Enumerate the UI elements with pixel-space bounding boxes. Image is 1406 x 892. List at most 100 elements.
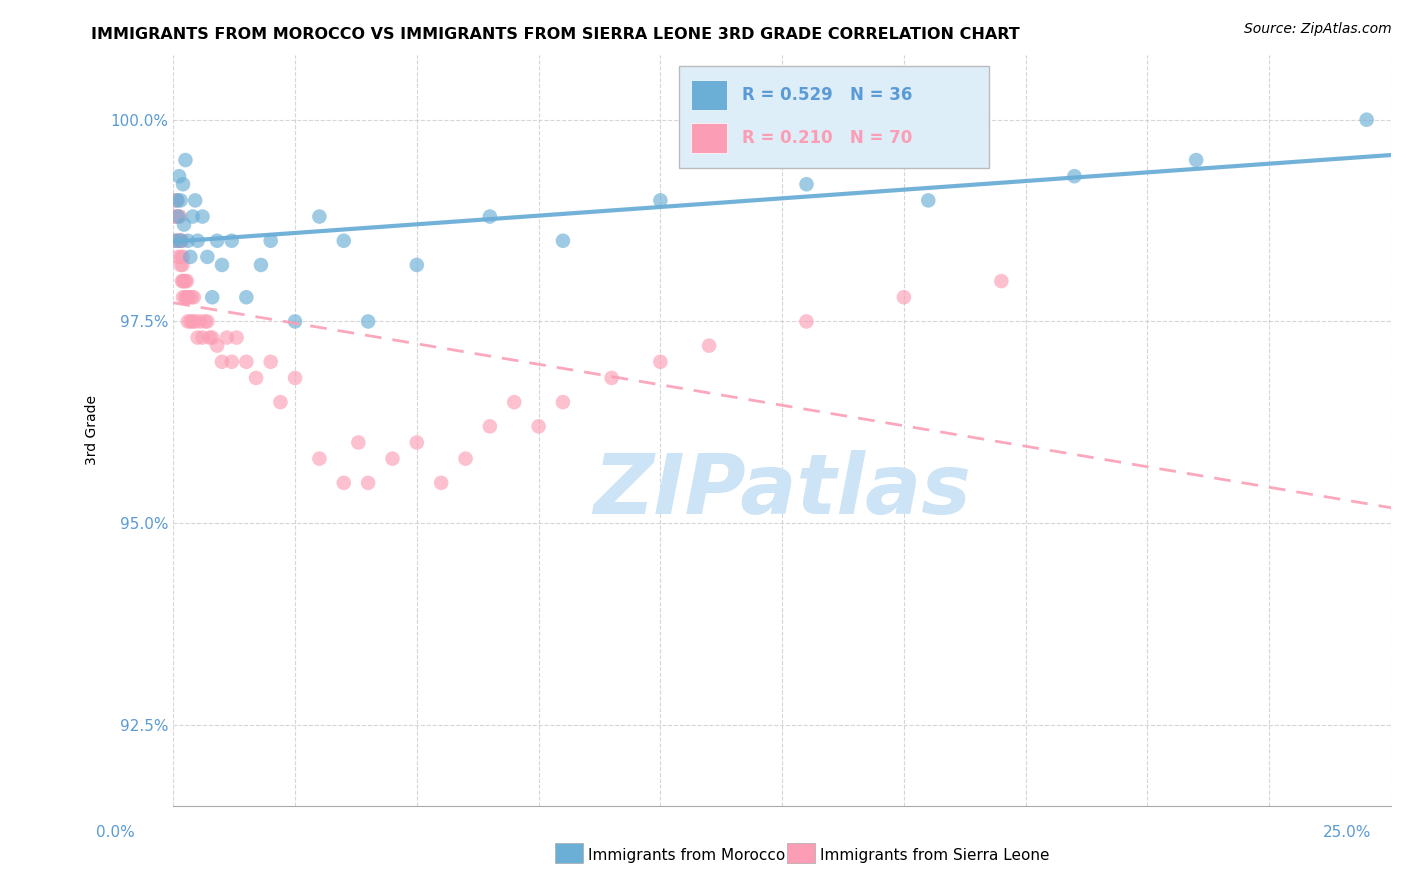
Point: [188, 314, 211, 328]
Point: [167, 234, 190, 248]
Point: [211, 355, 233, 369]
Point: [284, 314, 307, 328]
FancyBboxPatch shape: [690, 80, 727, 110]
Point: [177, 290, 200, 304]
Point: [332, 234, 354, 248]
Point: [201, 290, 224, 304]
Point: [177, 314, 200, 328]
Point: [184, 314, 207, 328]
Point: [308, 210, 330, 224]
Point: [893, 290, 915, 304]
Point: [195, 250, 218, 264]
FancyBboxPatch shape: [690, 123, 727, 153]
Point: [221, 355, 243, 369]
Point: [796, 314, 818, 328]
Point: [600, 371, 623, 385]
Point: [235, 290, 257, 304]
Point: [1063, 169, 1085, 184]
Point: [697, 339, 720, 353]
Point: [174, 290, 197, 304]
Text: IMMIGRANTS FROM MOROCCO VS IMMIGRANTS FROM SIERRA LEONE 3RD GRADE CORRELATION CH: IMMIGRANTS FROM MOROCCO VS IMMIGRANTS FR…: [91, 27, 1021, 42]
Point: [191, 330, 214, 344]
Point: [167, 210, 190, 224]
Point: [177, 234, 200, 248]
Text: Immigrants from Sierra Leone: Immigrants from Sierra Leone: [820, 848, 1049, 863]
Point: [179, 250, 201, 264]
Point: [174, 274, 197, 288]
Point: [650, 355, 672, 369]
Point: [201, 330, 224, 344]
Point: [183, 290, 205, 304]
Point: [198, 330, 221, 344]
Text: 25.0%: 25.0%: [1323, 825, 1371, 839]
Text: R = 0.210   N = 70: R = 0.210 N = 70: [742, 128, 912, 146]
Point: [169, 234, 191, 248]
Point: [260, 234, 283, 248]
Point: [990, 274, 1012, 288]
FancyBboxPatch shape: [679, 66, 990, 168]
Y-axis label: 3rd Grade: 3rd Grade: [86, 395, 100, 466]
Point: [166, 194, 188, 208]
Point: [179, 314, 201, 328]
Point: [269, 395, 291, 409]
Point: [173, 274, 195, 288]
Point: [357, 314, 380, 328]
Text: 0.0%: 0.0%: [96, 825, 135, 839]
Point: [917, 194, 939, 208]
Point: [170, 234, 193, 248]
Point: [195, 314, 218, 328]
Point: [167, 210, 190, 224]
Point: [381, 451, 404, 466]
Point: [174, 153, 197, 167]
Point: [405, 435, 427, 450]
Point: [172, 274, 194, 288]
Point: [169, 194, 191, 208]
Point: [260, 355, 283, 369]
Point: [347, 435, 370, 450]
Point: [166, 234, 188, 248]
Point: [503, 395, 526, 409]
Point: [169, 258, 191, 272]
Point: [235, 355, 257, 369]
Point: [284, 371, 307, 385]
Point: [180, 290, 202, 304]
Point: [167, 169, 190, 184]
Point: [478, 210, 501, 224]
Point: [172, 258, 194, 272]
Point: [527, 419, 550, 434]
Point: [650, 194, 672, 208]
Point: [172, 290, 194, 304]
Point: [163, 210, 186, 224]
Point: [170, 250, 193, 264]
Point: [796, 178, 818, 192]
Point: [173, 218, 195, 232]
Point: [308, 451, 330, 466]
Point: [215, 330, 238, 344]
Point: [194, 314, 217, 328]
Point: [176, 290, 198, 304]
Point: [169, 234, 191, 248]
Point: [165, 234, 187, 248]
Point: [221, 234, 243, 248]
Point: [181, 210, 204, 224]
Point: [551, 395, 574, 409]
Point: [172, 178, 194, 192]
Point: [454, 451, 477, 466]
Point: [172, 250, 194, 264]
Point: [205, 234, 228, 248]
Point: [191, 210, 214, 224]
Point: [167, 234, 190, 248]
Point: [250, 258, 273, 272]
Text: Immigrants from Morocco: Immigrants from Morocco: [588, 848, 785, 863]
Point: [430, 475, 453, 490]
Point: [205, 339, 228, 353]
Point: [211, 258, 233, 272]
Point: [165, 210, 187, 224]
Point: [332, 475, 354, 490]
Point: [1355, 112, 1378, 127]
Point: [169, 234, 191, 248]
Point: [405, 258, 427, 272]
Point: [170, 274, 193, 288]
Text: ZIPatlas: ZIPatlas: [593, 450, 972, 531]
Text: R = 0.529   N = 36: R = 0.529 N = 36: [742, 86, 912, 103]
